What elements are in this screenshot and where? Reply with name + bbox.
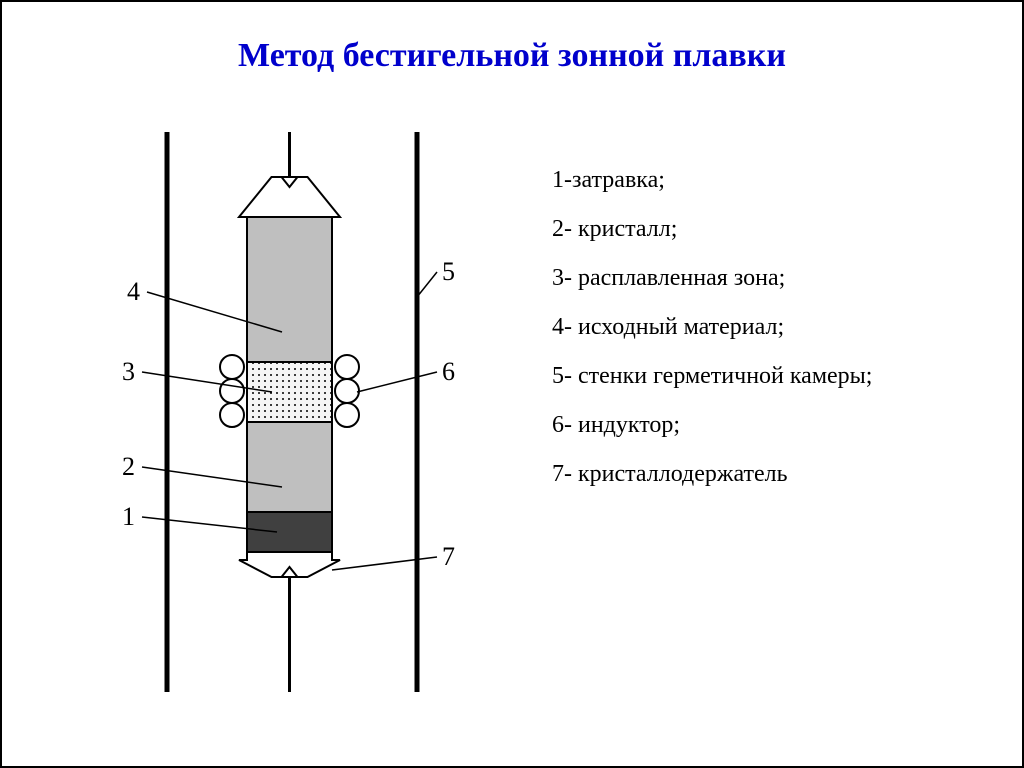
- label-6: 6: [442, 357, 455, 387]
- label-7: 7: [442, 542, 455, 572]
- legend-item-1: 1-затравка;: [552, 167, 872, 194]
- diagram-svg: [82, 132, 482, 692]
- legend-item-3: 3- расплавленная зона;: [552, 265, 872, 292]
- slide-title: Метод бестигельной зонной плавки: [2, 37, 1022, 75]
- label-3: 3: [122, 357, 135, 387]
- label-2: 2: [122, 452, 135, 482]
- zone-melting-diagram: 1 2 3 4 5 6 7: [82, 132, 482, 692]
- legend-item-4: 4- исходный материал;: [552, 314, 872, 341]
- legend-item-7: 7- кристаллодержатель: [552, 461, 872, 488]
- legend-item-5: 5- стенки герметичной камеры;: [552, 363, 872, 390]
- legend-item-2: 2- кристалл;: [552, 216, 872, 243]
- label-1: 1: [122, 502, 135, 532]
- legend: 1-затравка; 2- кристалл; 3- расплавленна…: [552, 167, 872, 510]
- legend-item-6: 6- индуктор;: [552, 412, 872, 439]
- label-4: 4: [127, 277, 140, 307]
- label-5: 5: [442, 257, 455, 287]
- slide-frame: Метод бестигельной зонной плавки 1 2 3 4…: [0, 0, 1024, 768]
